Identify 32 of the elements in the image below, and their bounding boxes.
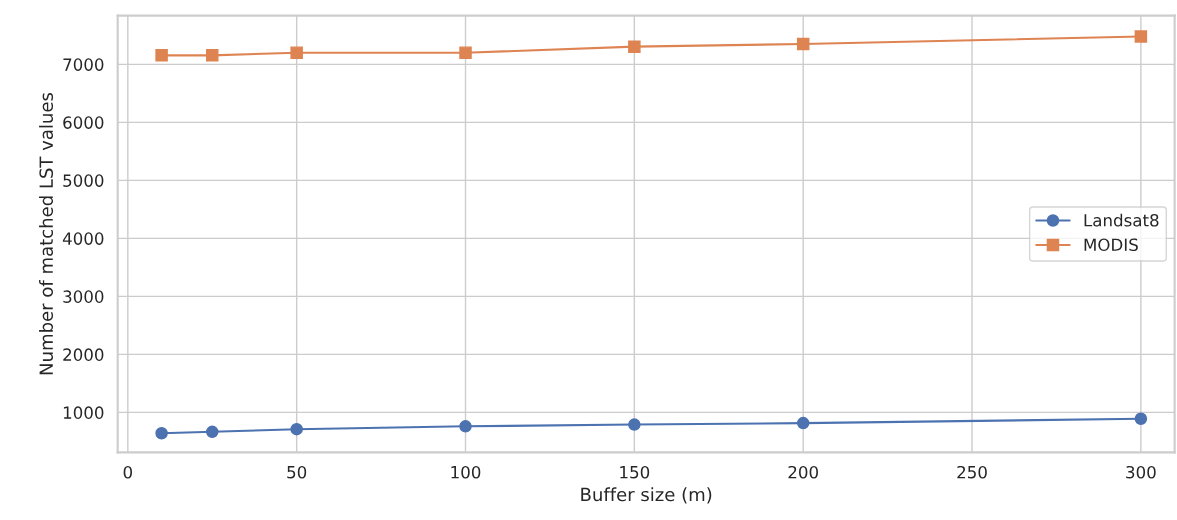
y-tick-label: 5000	[63, 174, 104, 187]
point	[155, 427, 168, 440]
y-tick-label: 4000	[62, 232, 104, 245]
x-tick-label: 300	[1126, 465, 1156, 479]
point	[290, 422, 303, 436]
legend-label: Landsat8	[1084, 213, 1159, 227]
point	[459, 420, 472, 433]
point	[459, 46, 472, 59]
point	[796, 37, 810, 51]
y-tick-label: 1000	[63, 406, 104, 419]
x-tick-label: 200	[788, 465, 818, 479]
legend-label: MODIS	[1084, 238, 1138, 252]
point	[155, 49, 168, 62]
y-tick-label: 2000	[63, 348, 104, 361]
point	[290, 46, 303, 59]
point	[1134, 412, 1148, 426]
point	[628, 418, 641, 431]
point	[206, 49, 219, 62]
x-axis-title: Buffer size (m)	[581, 487, 712, 504]
y-tick-label: 3000	[63, 290, 104, 303]
y-axis-title: Number of matched LST values	[39, 92, 54, 375]
point	[206, 425, 219, 439]
x-tick-label: 50	[287, 465, 307, 479]
x-tick-label: 150	[620, 465, 650, 479]
point	[1134, 30, 1148, 43]
y-tick-label: 6000	[63, 116, 104, 129]
x-tick-label: 0	[123, 465, 133, 479]
x-tick-label: 250	[957, 465, 987, 479]
x-tick-label: 100	[451, 465, 481, 479]
point	[796, 416, 810, 430]
point	[628, 40, 641, 53]
y-tick-label: 7000	[63, 58, 104, 71]
